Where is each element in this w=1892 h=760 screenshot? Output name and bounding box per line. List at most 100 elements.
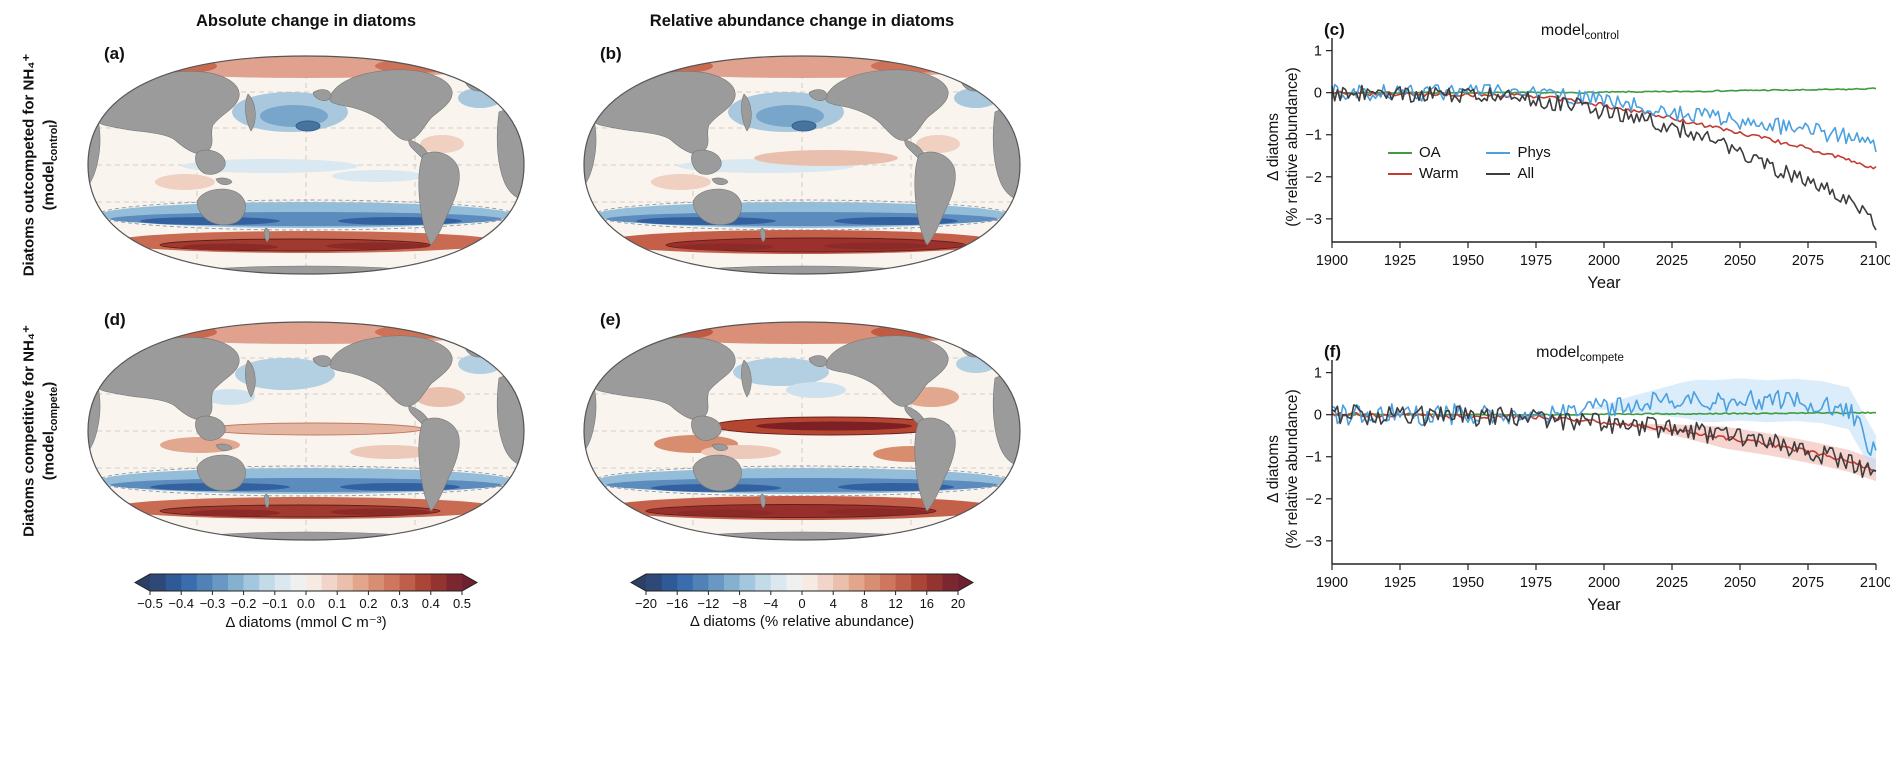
- svg-text:0.1: 0.1: [328, 596, 346, 611]
- map-panel-e: (e): [576, 302, 1028, 560]
- panel-letter-c: (c): [1324, 20, 1345, 39]
- chart-panel-f: (f) modelcompete Δ diatoms (% relative a…: [1246, 338, 1892, 638]
- svg-text:2075: 2075: [1792, 253, 1824, 269]
- svg-text:1925: 1925: [1384, 253, 1416, 269]
- svg-text:−2: −2: [1305, 170, 1322, 186]
- colorbar-absolute-label: Δ diatoms (mmol C m⁻³): [225, 614, 387, 631]
- oa-line-swatch: [1388, 151, 1412, 154]
- map-a-absolute-change-control: [87, 55, 525, 275]
- svg-text:1900: 1900: [1316, 575, 1348, 591]
- svg-text:−4: −4: [763, 596, 778, 611]
- svg-text:0: 0: [798, 596, 805, 611]
- svg-text:2000: 2000: [1588, 253, 1620, 269]
- map-e-relative-change-compete: [583, 321, 1021, 541]
- legend-label-all: All: [1517, 165, 1535, 182]
- row-label-compete: Diatoms competitive for NH₄⁺ (modelcompe…: [0, 302, 80, 560]
- map-row-compete: Diatoms competitive for NH₄⁺ (modelcompe…: [0, 302, 1246, 560]
- svg-text:0: 0: [1314, 408, 1322, 424]
- legend-item-phys: Phys: [1486, 144, 1551, 161]
- svg-text:−0.3: −0.3: [200, 596, 226, 611]
- svg-text:−2: −2: [1305, 492, 1322, 508]
- svg-text:2100: 2100: [1860, 253, 1890, 269]
- svg-text:Year: Year: [1587, 596, 1621, 614]
- svg-text:−20: −20: [635, 596, 657, 611]
- chart-c-title: modelcontrol: [1540, 22, 1620, 43]
- map-panel-a: (a): [80, 36, 532, 294]
- row-label-control-model: (modelcontrol): [39, 119, 60, 211]
- row-label-control: Diatoms outcompeted for NH₄⁺ (modelcontr…: [0, 36, 80, 294]
- panel-letter-f: (f): [1324, 342, 1341, 361]
- all-line-swatch: [1486, 172, 1511, 175]
- row-label-compete-title: Diatoms competitive for NH₄⁺: [20, 325, 38, 537]
- legend-label-phys: Phys: [1517, 144, 1551, 161]
- panel-letter-d: (d): [104, 310, 126, 329]
- svg-text:−3: −3: [1305, 212, 1322, 228]
- svg-text:20: 20: [951, 596, 965, 611]
- svg-text:1900: 1900: [1316, 253, 1348, 269]
- chart-panel-c: (c) modelcontrol Δ diatoms (% relative a…: [1246, 16, 1892, 316]
- svg-text:1975: 1975: [1520, 253, 1552, 269]
- svg-text:−1: −1: [1305, 450, 1322, 466]
- svg-text:2000: 2000: [1588, 575, 1620, 591]
- svg-text:−0.4: −0.4: [168, 596, 194, 611]
- panel-letter-b: (b): [600, 44, 622, 63]
- svg-text:−0.5: −0.5: [137, 596, 163, 611]
- svg-text:1925: 1925: [1384, 575, 1416, 591]
- colorbar-absolute-gradient: −0.5 −0.4 −0.3 −0.2 −0.1 0.0 0.1 0.2 0.3 0.4 0.5: [133, 573, 479, 611]
- map-d-absolute-change-compete: [87, 321, 525, 541]
- map-panel-b: (b): [576, 36, 1028, 294]
- legend-label-warm: Warm: [1419, 165, 1459, 182]
- column-title-absolute-change: Absolute change in diatoms: [195, 11, 417, 30]
- row-label-control-title: Diatoms outcompeted for NH₄⁺: [20, 53, 38, 277]
- svg-text:12: 12: [888, 596, 902, 611]
- map-panel-d: (d): [80, 302, 532, 560]
- svg-text:4: 4: [830, 596, 837, 611]
- svg-text:−8: −8: [732, 596, 747, 611]
- svg-text:1975: 1975: [1520, 575, 1552, 591]
- chart-c-legend: OA Phys Warm All: [1388, 144, 1551, 182]
- chart-f-plot: 1 0 −1 −2 −3 1900 1925 1950 1975 2000 2025 2050 2075…: [1305, 360, 1890, 614]
- colorbar-absolute-change: −0.5 −0.4 −0.3 −0.2 −0.1 0.0 0.1 0.2 0.3 0.4 0.5 Δ…: [80, 572, 532, 631]
- svg-text:Year: Year: [1587, 274, 1621, 292]
- svg-text:1950: 1950: [1452, 253, 1484, 269]
- panel-letter-a: (a): [104, 44, 125, 63]
- svg-text:0.5: 0.5: [453, 596, 471, 611]
- svg-text:2050: 2050: [1724, 575, 1756, 591]
- colorbar-relative-gradient: −20 −16 −12 −8 −4 0 4 8 12 16 20: [629, 573, 975, 611]
- svg-text:16: 16: [920, 596, 934, 611]
- row-label-compete-model: (modelcompete): [39, 381, 60, 481]
- svg-text:−0.2: −0.2: [231, 596, 257, 611]
- maps-section: Absolute change in diatoms Relative abun…: [0, 6, 1246, 631]
- charts-section: (c) modelcontrol Δ diatoms (% relative a…: [1246, 0, 1892, 760]
- svg-text:2050: 2050: [1724, 253, 1756, 269]
- svg-text:−1: −1: [1305, 128, 1322, 144]
- svg-text:−12: −12: [697, 596, 719, 611]
- legend-item-oa: OA: [1388, 144, 1458, 161]
- chart-c-plot: 1 0 −1 −2 −3 1900 1925 1950 1975 2000 2025 2050 2075…: [1305, 38, 1890, 292]
- svg-text:−3: −3: [1305, 534, 1322, 550]
- svg-text:0: 0: [1314, 86, 1322, 102]
- phys-line-swatch: [1486, 151, 1511, 154]
- svg-text:2025: 2025: [1656, 253, 1688, 269]
- colorbar-row: −0.5 −0.4 −0.3 −0.2 −0.1 0.0 0.1 0.2 0.3 0.4 0.5 Δ…: [0, 572, 1246, 631]
- column-title-row: Absolute change in diatoms Relative abun…: [0, 6, 1246, 36]
- map-row-control: Diatoms outcompeted for NH₄⁺ (modelcontr…: [0, 36, 1246, 294]
- svg-text:8: 8: [861, 596, 868, 611]
- svg-text:−0.1: −0.1: [262, 596, 288, 611]
- map-b-relative-change-control: [583, 55, 1021, 275]
- svg-text:1: 1: [1314, 366, 1322, 382]
- svg-text:0.2: 0.2: [359, 596, 377, 611]
- svg-text:0.3: 0.3: [391, 596, 409, 611]
- svg-text:2100: 2100: [1860, 575, 1890, 591]
- legend-label-oa: OA: [1419, 144, 1441, 161]
- panel-letter-e: (e): [600, 310, 621, 329]
- svg-text:1: 1: [1314, 44, 1322, 60]
- svg-text:1950: 1950: [1452, 575, 1484, 591]
- column-title-relative-change: Relative abundance change in diatoms: [649, 11, 955, 30]
- warm-line-swatch: [1388, 172, 1412, 175]
- svg-text:−16: −16: [666, 596, 688, 611]
- colorbar-relative-change: −20 −16 −12 −8 −4 0 4 8 12 16 20 Δ diatoms (% rela…: [576, 572, 1028, 631]
- legend-item-all: All: [1486, 165, 1550, 182]
- svg-text:0.4: 0.4: [422, 596, 440, 611]
